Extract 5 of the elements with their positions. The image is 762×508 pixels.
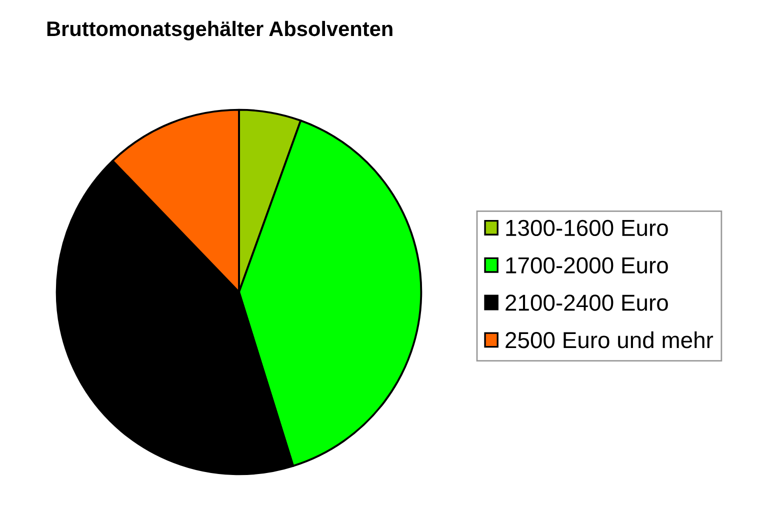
legend-label: 1700-2000 Euro [506, 257, 668, 274]
legend-label: 2100-2400 Euro [506, 294, 668, 311]
legend-label: 1300-1600 Euro [506, 220, 668, 236]
legend-label: 2500 Euro und mehr [506, 331, 714, 348]
chart-title: Bruttomonatsgehälter Absolventen [47, 20, 392, 40]
